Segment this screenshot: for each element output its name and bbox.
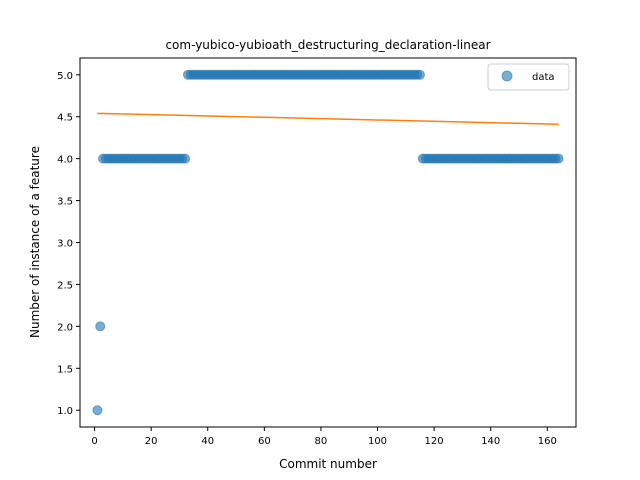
x-tick-label: 160 xyxy=(538,436,557,447)
y-tick-label: 3.5 xyxy=(57,197,73,208)
chart-title: com-yubico-yubioath_destructuring_declar… xyxy=(165,38,490,52)
legend: data xyxy=(487,63,570,91)
x-tick-label: 20 xyxy=(145,436,158,447)
data-point xyxy=(92,405,103,416)
y-axis: 1.0 1.5 2.0 2.5 3.0 3.5 4.0 4.5 5.0 xyxy=(57,71,80,417)
y-tick-label: 4.5 xyxy=(57,113,73,124)
y-tick-label: 1.0 xyxy=(57,406,73,417)
x-tick-label: 40 xyxy=(201,436,214,447)
y-tick-label: 2.0 xyxy=(57,322,73,333)
x-tick-label: 120 xyxy=(425,436,444,447)
x-tick-label: 60 xyxy=(258,436,271,447)
x-tick-label: 0 xyxy=(91,436,97,447)
y-tick-label: 1.5 xyxy=(57,364,73,375)
plot-frame xyxy=(79,57,577,428)
y-axis-label: Number of instance of a feature xyxy=(28,146,42,338)
y-tick-label: 3.0 xyxy=(57,239,73,250)
legend-label-data: data xyxy=(532,72,555,83)
legend-frame xyxy=(487,63,570,91)
x-axis: 0 20 40 60 80 100 120 140 160 xyxy=(91,427,557,447)
data-point xyxy=(95,321,106,332)
legend-marker-data xyxy=(501,70,513,82)
y-tick-label: 2.5 xyxy=(57,280,73,291)
y-tick-label: 4.0 xyxy=(57,155,73,166)
y-tick-label: 5.0 xyxy=(57,71,73,82)
data-point xyxy=(414,69,425,80)
x-tick-label: 140 xyxy=(481,436,500,447)
data-point xyxy=(180,153,191,164)
x-axis-label: Commit number xyxy=(279,457,377,471)
x-tick-label: 100 xyxy=(368,436,387,447)
plot-area xyxy=(92,69,564,416)
data-point xyxy=(553,153,564,164)
trend-line xyxy=(97,112,559,126)
x-tick-label: 80 xyxy=(315,436,328,447)
